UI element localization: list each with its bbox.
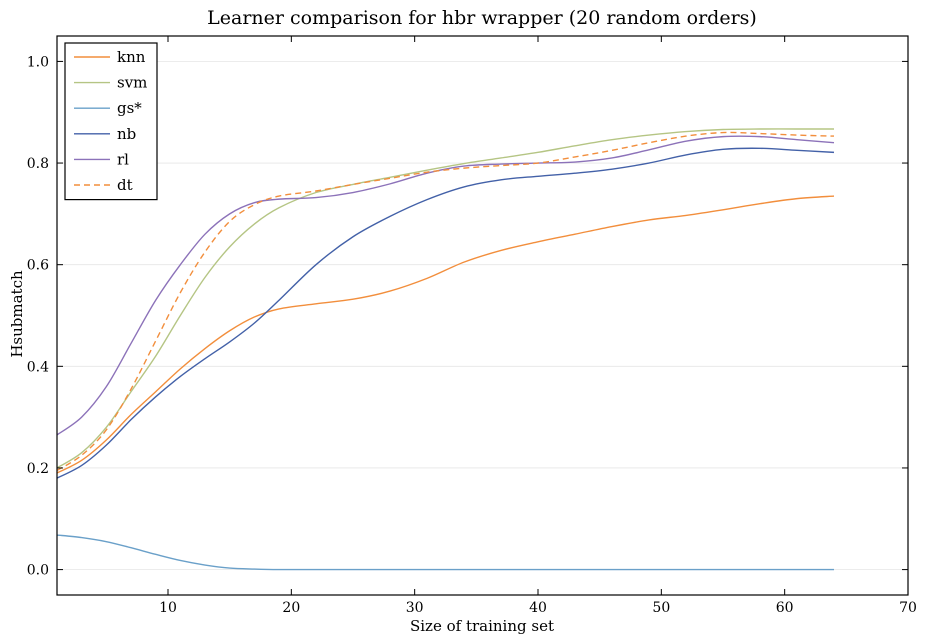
axis-ticks: 0.0 0.2 0.4 0.6 0.8 1.0 10 20 30 40 50 60 70	[27, 36, 917, 616]
x-tick-label: 10	[159, 600, 177, 616]
legend-label: rl	[117, 150, 129, 168]
x-tick-label: 50	[652, 600, 670, 616]
legend-label: svm	[117, 74, 147, 92]
legend-label: nb	[117, 125, 136, 143]
x-tick-label: 20	[282, 600, 300, 616]
legend: knn svm gs* nb rl dt	[64, 42, 158, 201]
plot-frame	[56, 35, 909, 596]
y-axis-label: Hsubmatch	[8, 270, 26, 358]
x-axis-label: Size of training set	[410, 617, 554, 635]
series-line-knn	[56, 195, 835, 474]
chart-title: Learner comparison for hbr wrapper (20 r…	[207, 7, 757, 29]
y-tick-label: 0.8	[27, 156, 49, 172]
y-tick-label: 0.6	[27, 258, 49, 274]
legend-label: dt	[117, 176, 133, 194]
x-tick-label: 30	[406, 600, 424, 616]
y-tick-label: 0.4	[27, 359, 49, 375]
series-line-rl	[56, 135, 835, 436]
x-tick-label: 40	[529, 600, 547, 616]
x-tick-label: 60	[776, 600, 794, 616]
y-tick-label: 1.0	[27, 54, 49, 70]
x-tick-label: 70	[899, 600, 917, 616]
series-line-dt	[56, 131, 835, 472]
series-line-nb	[56, 147, 835, 479]
legend-label: knn	[117, 48, 146, 66]
legend-box	[64, 42, 158, 201]
series-line-svm	[56, 128, 834, 469]
y-tick-label: 0.2	[27, 461, 49, 477]
legend-label: gs*	[117, 99, 142, 117]
series-lines	[56, 128, 835, 571]
y-tick-label: 0.0	[27, 563, 49, 579]
series-line-gs	[56, 534, 834, 571]
